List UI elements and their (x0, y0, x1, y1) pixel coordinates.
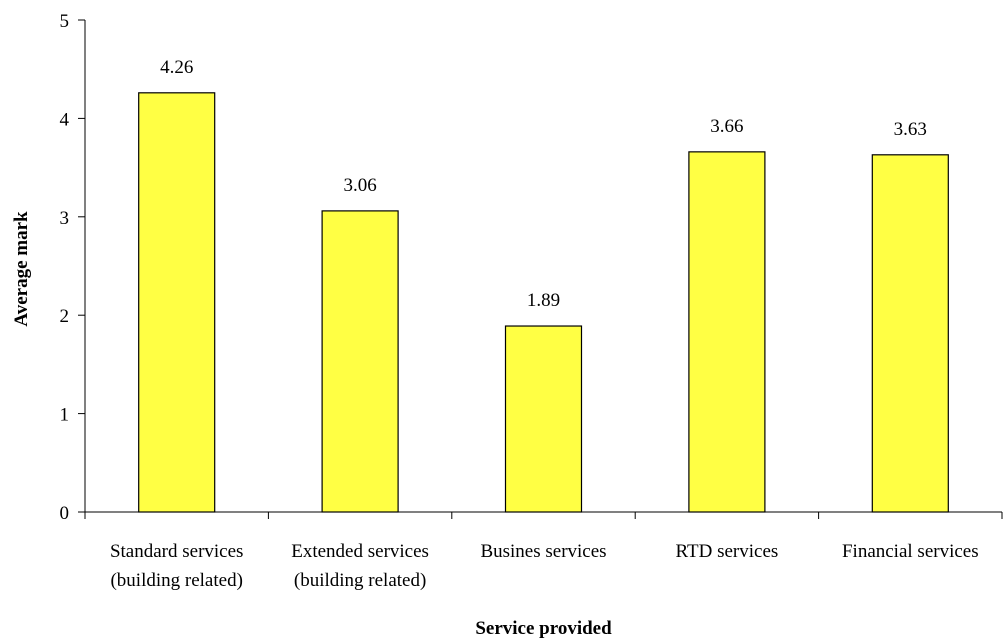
x-axis-title: Service provided (475, 618, 612, 639)
data-label: 1.89 (527, 290, 560, 311)
data-label: 3.06 (343, 175, 376, 196)
y-axis-title: Average mark (11, 211, 32, 327)
y-tick-label: 2 (60, 306, 70, 327)
category-label: Extended services (building related) (291, 541, 429, 591)
bar (504, 325, 583, 513)
y-tick-label: 0 (60, 503, 70, 524)
bar (871, 154, 949, 513)
category-label: Busines services (480, 541, 606, 562)
y-ticks: 0 1 2 3 4 5 (60, 11, 85, 524)
category-label: RTD services (675, 541, 778, 562)
bars (138, 92, 949, 513)
category-label: Standard services (building related) (110, 541, 243, 591)
bar (321, 210, 399, 513)
category-label-line: Busines services (480, 541, 606, 562)
y-tick-label: 4 (60, 109, 70, 130)
data-label: 3.63 (894, 119, 927, 140)
bar (138, 92, 216, 513)
data-labels: 4.26 3.06 1.89 3.66 3.63 (160, 57, 927, 311)
y-tick-label: 5 (60, 11, 70, 32)
category-label-line: Financial services (842, 541, 979, 562)
category-label: Financial services (842, 541, 979, 562)
category-label-line: (building related) (294, 570, 426, 591)
data-label: 3.66 (710, 116, 743, 137)
x-ticks (84, 512, 1003, 519)
category-label-line: (building related) (110, 570, 242, 591)
data-label: 4.26 (160, 57, 193, 78)
category-label-line: RTD services (675, 541, 778, 562)
y-tick-label: 1 (60, 405, 70, 426)
category-label-line: Extended services (291, 541, 429, 562)
category-label-line: Standard services (110, 541, 243, 562)
category-labels: Standard services (building related)Exten… (110, 541, 979, 591)
y-tick-label: 3 (60, 208, 70, 229)
bar (688, 151, 766, 513)
